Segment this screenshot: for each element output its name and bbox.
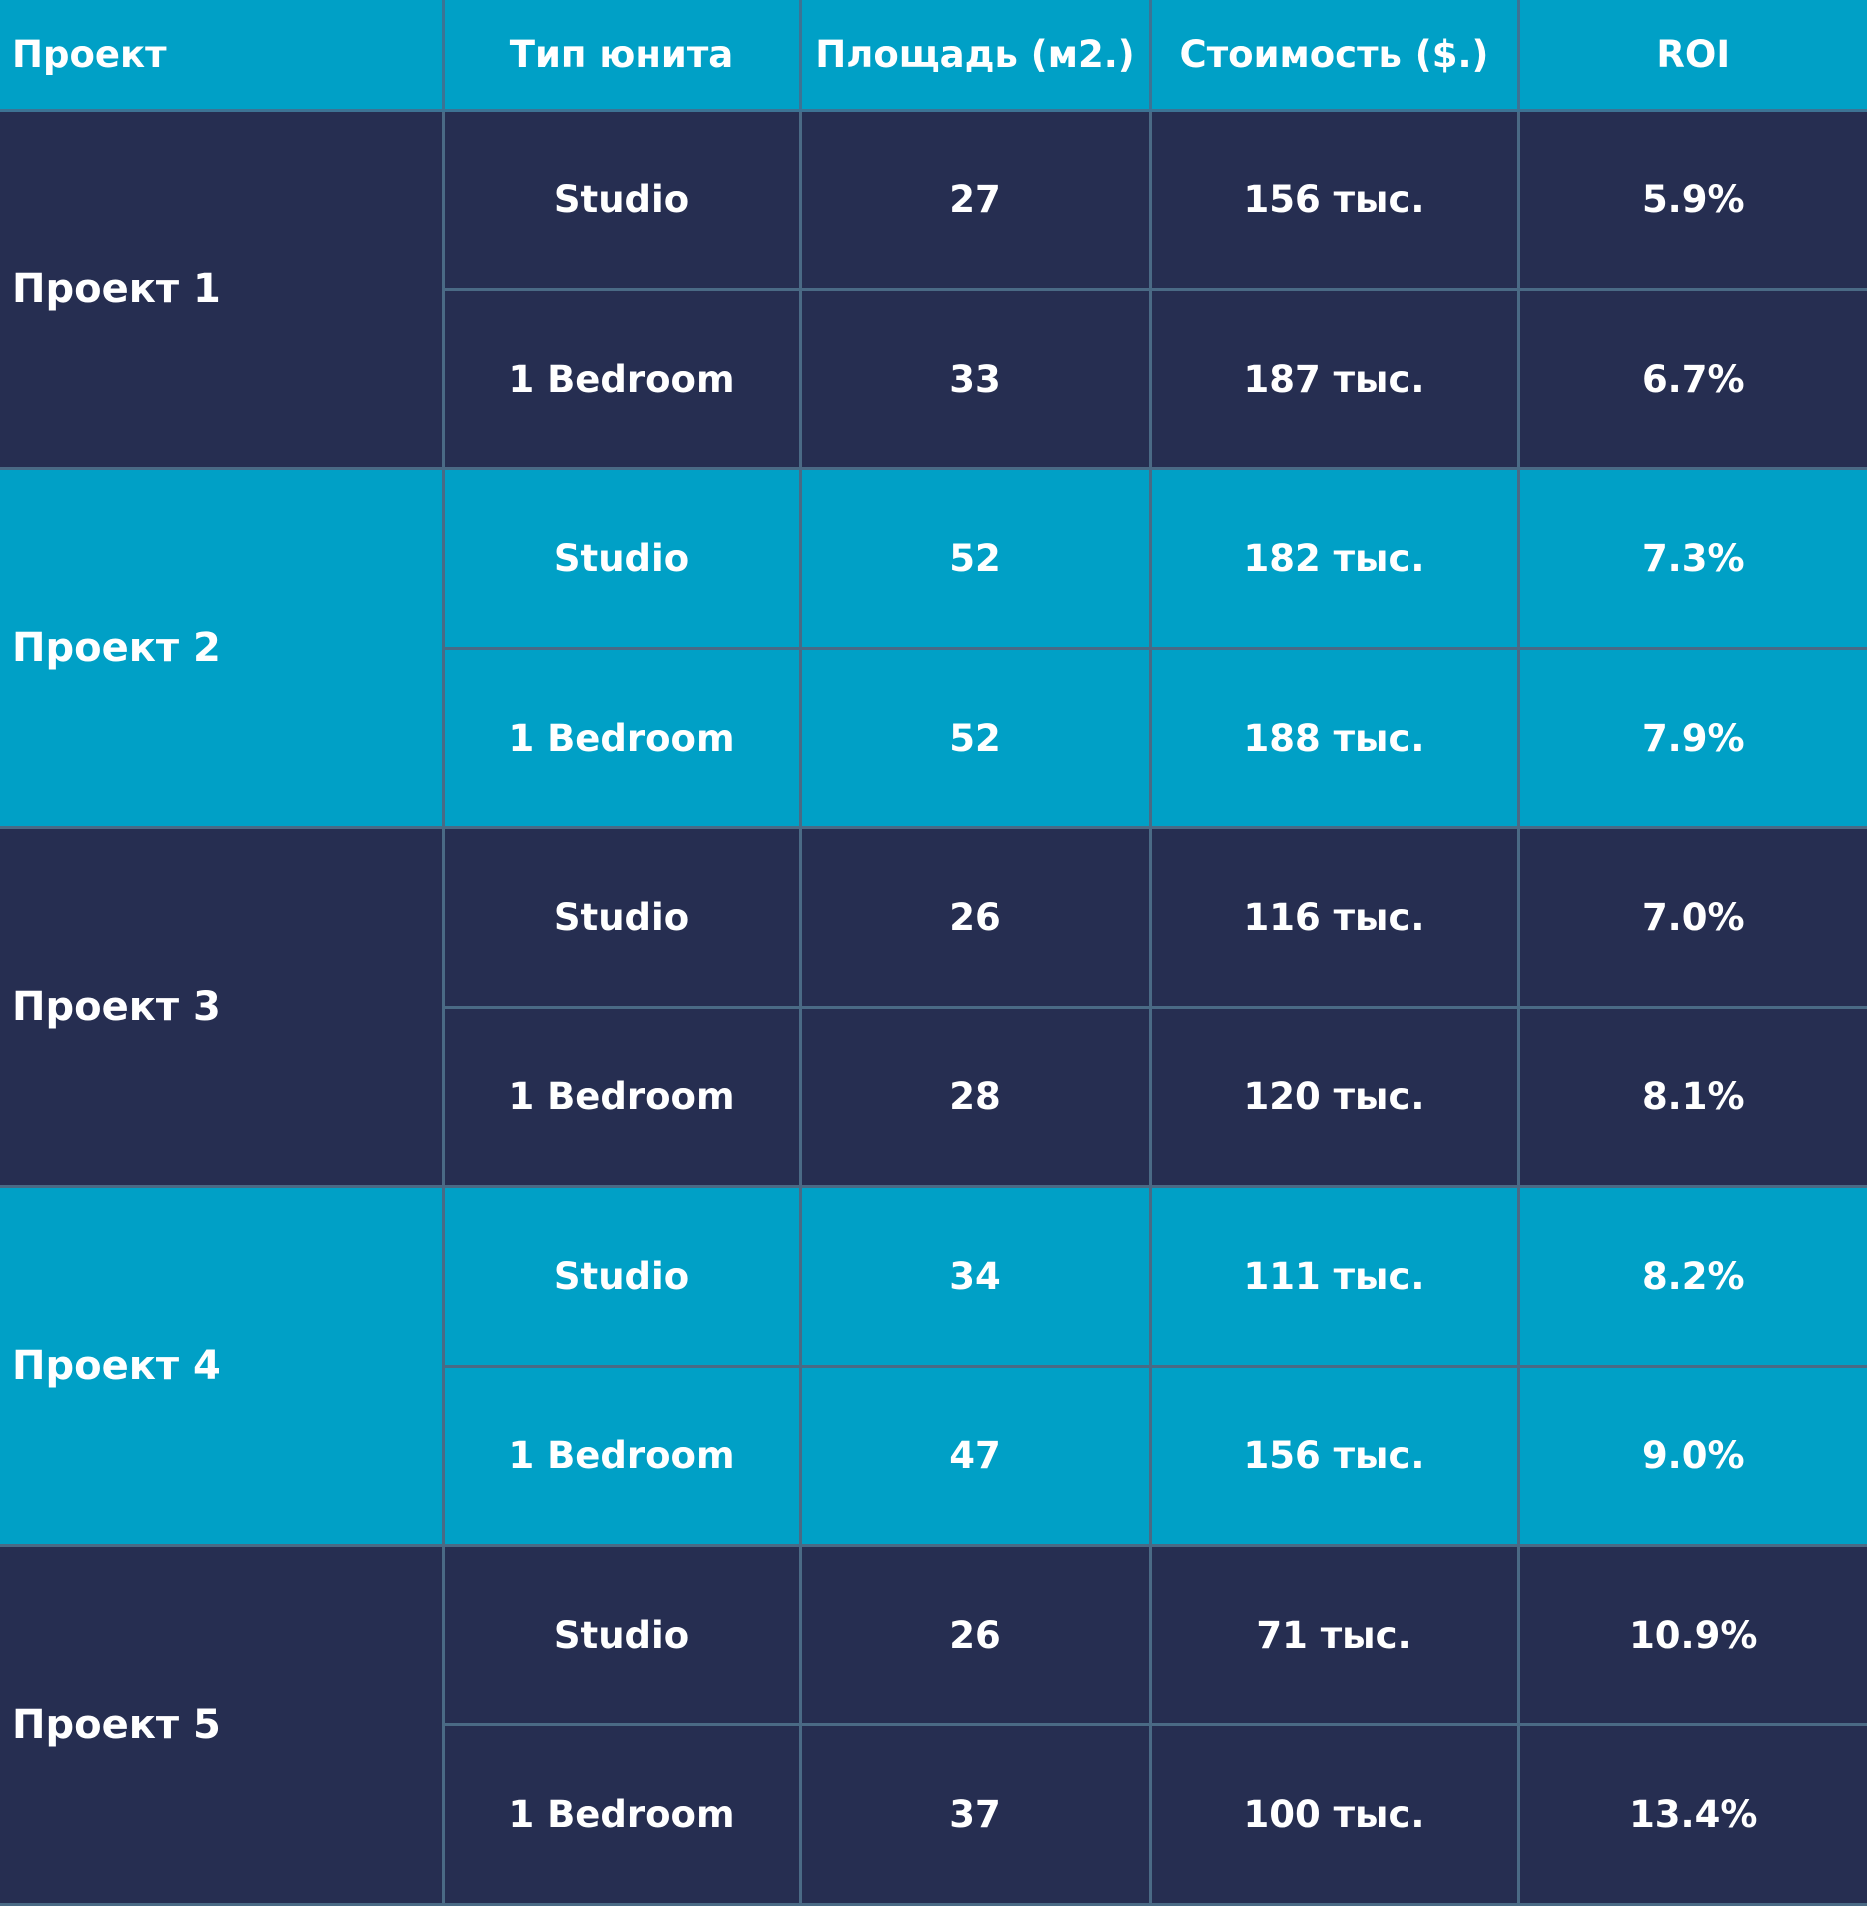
table-row: 1 Bedroom 28 120 тыс. 8.1% [0,1005,1867,1189]
cost-cell: 116 тыс. [1148,826,1520,1009]
unit-type-cell: Studio [441,826,802,1009]
area-cell: 33 [798,287,1152,471]
roi-cell: 9.0% [1516,1364,1867,1548]
cost-cell: 111 тыс. [1148,1185,1520,1368]
roi-cell: 7.3% [1516,467,1867,650]
header-cost: Стоимость ($.) [1148,0,1520,112]
header-project: Проект [0,0,445,112]
area-cell: 28 [798,1005,1152,1189]
project-name-cell: Проект 1 [0,108,445,471]
roi-cell: 7.9% [1516,646,1867,830]
unit-type-cell: 1 Bedroom [441,287,802,471]
header-unit-type: Тип юнита [441,0,802,112]
project-name-cell: Проект 2 [0,467,445,830]
table-row: Проект 1 Studio 27 156 тыс. 5.9% [0,108,1867,471]
unit-type-cell: Studio [441,1185,802,1368]
roi-cell: 13.4% [1516,1723,1867,1906]
cost-cell: 188 тыс. [1148,646,1520,830]
unit-type-cell: 1 Bedroom [441,646,802,830]
roi-cell: 10.9% [1516,1543,1867,1727]
roi-cell: 8.2% [1516,1185,1867,1368]
cost-cell: 71 тыс. [1148,1543,1520,1727]
table-header-row: Проект Тип юнита Площадь (м2.) Стоимость… [0,0,1867,112]
unit-type-cell: Studio [441,1543,802,1727]
table-row: 1 Bedroom 37 100 тыс. 13.4% [0,1723,1867,1906]
project-name-cell: Проект 4 [0,1185,445,1547]
cost-cell: 120 тыс. [1148,1005,1520,1189]
unit-type-cell: 1 Bedroom [441,1005,802,1189]
area-cell: 26 [798,1543,1152,1727]
unit-type-cell: 1 Bedroom [441,1364,802,1548]
roi-cell: 5.9% [1516,108,1867,291]
project-name-cell: Проект 5 [0,1544,445,1906]
unit-type-cell: 1 Bedroom [441,1723,802,1906]
area-cell: 52 [798,646,1152,830]
unit-type-cell: Studio [441,108,802,291]
table-row: Проект 3 Studio 26 116 тыс. 7.0% [0,826,1867,1189]
cost-cell: 182 тыс. [1148,467,1520,650]
table-row: 1 Bedroom 33 187 тыс. 6.7% [0,287,1867,471]
table-row: Проект 4 Studio 34 111 тыс. 8.2% [0,1185,1867,1547]
roi-cell: 8.1% [1516,1005,1867,1189]
table-row: Проект 5 Studio 26 71 тыс. 10.9% [0,1543,1867,1906]
table-row: Проект 2 Studio 52 182 тыс. 7.3% [0,467,1867,830]
area-cell: 47 [798,1364,1152,1548]
cost-cell: 100 тыс. [1148,1723,1520,1906]
cost-cell: 156 тыс. [1148,1364,1520,1548]
header-roi: ROI [1516,0,1867,112]
table-row: 1 Bedroom 47 156 тыс. 9.0% [0,1364,1867,1548]
cost-cell: 156 тыс. [1148,108,1520,291]
cost-cell: 187 тыс. [1148,287,1520,471]
table-row: 1 Bedroom 52 188 тыс. 7.9% [0,646,1867,830]
area-cell: 34 [798,1185,1152,1368]
roi-cell: 6.7% [1516,287,1867,471]
area-cell: 37 [798,1723,1152,1906]
area-cell: 27 [798,108,1152,291]
area-cell: 52 [798,467,1152,650]
header-area: Площадь (м2.) [798,0,1152,112]
project-name-cell: Проект 3 [0,826,445,1189]
roi-cell: 7.0% [1516,826,1867,1009]
area-cell: 26 [798,826,1152,1009]
unit-type-cell: Studio [441,467,802,650]
